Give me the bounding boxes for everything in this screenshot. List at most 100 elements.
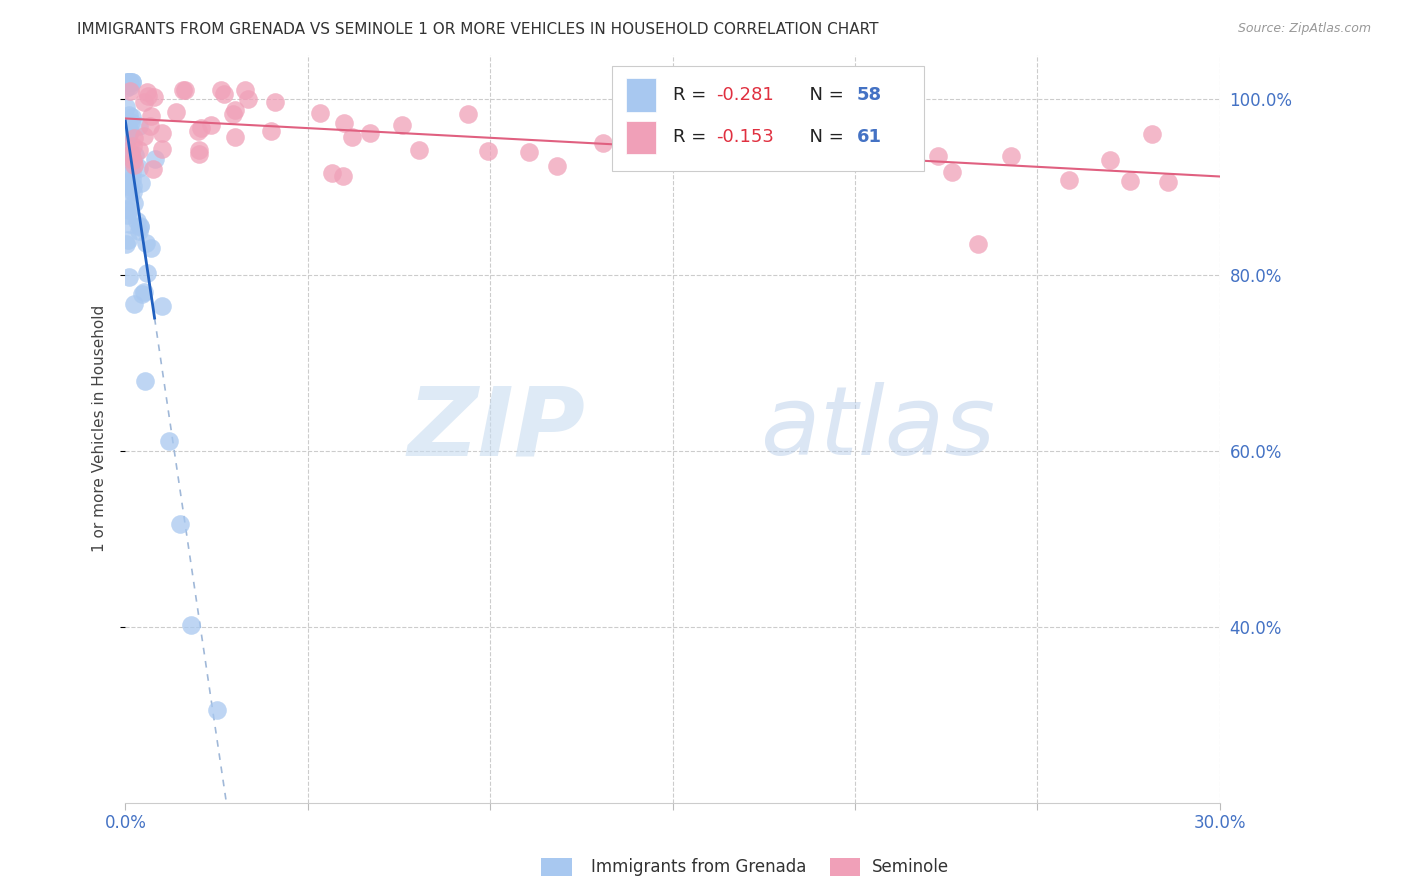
Point [391, 118, 413, 132]
Point [136, 85, 159, 99]
Point [141, 109, 163, 123]
Point [120, 74, 142, 88]
Point [188, 143, 211, 157]
Point [143, 152, 166, 166]
Point [120, 187, 142, 202]
Point [121, 111, 143, 125]
Point [117, 108, 139, 122]
Text: N =: N = [799, 128, 851, 146]
Point [209, 83, 232, 97]
Point [165, 105, 187, 120]
Point [114, 100, 136, 114]
Text: ZIP: ZIP [408, 383, 585, 475]
Point [1142, 127, 1164, 141]
Point [1000, 149, 1022, 163]
Point [118, 217, 141, 231]
Point [1099, 153, 1122, 167]
Text: IMMIGRANTS FROM GRENADA VS SEMINOLE 1 OR MORE VEHICLES IN HOUSEHOLD CORRELATION : IMMIGRANTS FROM GRENADA VS SEMINOLE 1 OR… [77, 22, 879, 37]
Point [260, 124, 283, 138]
Point [121, 74, 143, 88]
Point [120, 115, 142, 129]
Point [188, 147, 211, 161]
Point [169, 516, 191, 531]
Point [124, 147, 146, 161]
Point [150, 126, 173, 140]
Point [128, 161, 150, 175]
Point [967, 237, 990, 252]
Point [128, 119, 150, 133]
Point [187, 124, 209, 138]
Point [118, 179, 141, 194]
Point [190, 120, 212, 135]
FancyBboxPatch shape [626, 78, 657, 112]
Text: R =: R = [672, 86, 711, 103]
Point [118, 202, 141, 217]
Point [142, 89, 165, 103]
Point [120, 161, 142, 176]
Point [941, 165, 963, 179]
Point [264, 95, 287, 109]
Point [114, 81, 136, 95]
Point [224, 103, 246, 118]
Point [927, 149, 949, 163]
Point [117, 74, 139, 88]
Point [129, 219, 152, 234]
Point [131, 287, 153, 301]
Point [115, 119, 138, 133]
Point [134, 128, 156, 143]
Point [118, 74, 141, 88]
Point [128, 143, 150, 157]
Point [122, 158, 145, 172]
Point [118, 74, 141, 88]
Point [477, 144, 499, 158]
Point [121, 74, 143, 88]
Point [120, 175, 142, 189]
Point [129, 219, 152, 234]
Point [238, 92, 260, 106]
Point [332, 169, 354, 183]
Point [124, 196, 146, 211]
Text: -0.281: -0.281 [717, 86, 775, 103]
Point [139, 119, 162, 133]
Point [114, 237, 136, 252]
Point [134, 95, 156, 109]
Point [118, 270, 141, 285]
Point [756, 125, 779, 139]
Point [321, 166, 343, 180]
Point [128, 224, 150, 238]
Point [115, 202, 138, 217]
Point [174, 83, 197, 97]
Point [122, 297, 145, 311]
Point [118, 84, 141, 98]
Point [132, 285, 155, 299]
Text: Immigrants from Grenada: Immigrants from Grenada [591, 858, 806, 876]
Point [121, 165, 143, 179]
Point [457, 107, 479, 121]
Point [134, 374, 156, 388]
Point [821, 106, 844, 120]
Point [408, 144, 430, 158]
Point [136, 88, 159, 103]
Point [309, 106, 332, 120]
Point [121, 172, 143, 186]
Point [142, 161, 165, 176]
Text: N =: N = [799, 86, 851, 103]
Point [120, 125, 142, 139]
Point [333, 116, 356, 130]
Point [1118, 174, 1140, 188]
Point [122, 139, 145, 153]
Y-axis label: 1 or more Vehicles in Household: 1 or more Vehicles in Household [93, 305, 107, 552]
Point [135, 236, 157, 251]
Point [205, 703, 228, 717]
Point [224, 129, 246, 144]
Point [127, 214, 149, 228]
Point [136, 266, 159, 280]
Point [115, 149, 138, 163]
Point [519, 145, 541, 160]
Point [1057, 173, 1080, 187]
Point [122, 153, 145, 168]
Text: 58: 58 [856, 86, 882, 103]
Point [200, 118, 222, 132]
Point [342, 130, 364, 145]
Point [120, 147, 142, 161]
